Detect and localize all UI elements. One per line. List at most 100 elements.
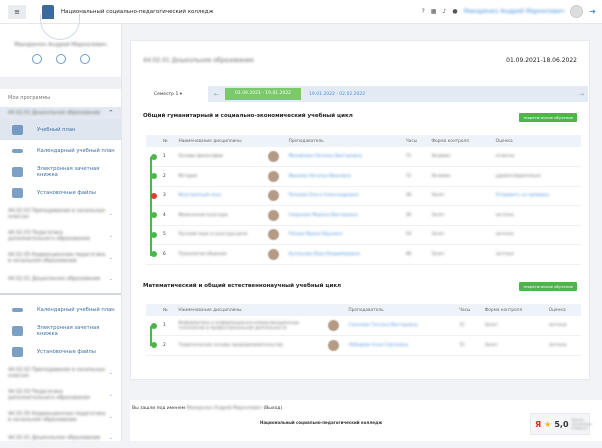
teacher-link[interactable]: Кузнецова Вера Владимировна: [285, 244, 403, 265]
teacher-photo: [268, 170, 280, 182]
chevron-down-icon: ⌄: [108, 370, 113, 376]
sidebar-item-gradebook-2[interactable]: Электронная зачетная книжка: [0, 320, 121, 341]
sidebar-item-curriculum[interactable]: Учебный план: [0, 119, 121, 140]
chevron-down-icon: ⌄: [108, 392, 113, 398]
chevron-up-icon: ^: [108, 110, 113, 116]
hours: 48: [402, 244, 429, 265]
teacher-link[interactable]: Лебедева Анна Сергеевна: [345, 335, 457, 356]
column-header: Часы: [402, 135, 429, 147]
logout-icon[interactable]: ➜: [589, 7, 596, 16]
grade: зачтено: [492, 244, 581, 265]
program-name: 44.02.03 Педагогика дополнительного обра…: [8, 389, 90, 401]
teacher-link[interactable]: Петрова Ольга Александровна: [285, 186, 403, 206]
control-form: Зачет: [428, 225, 493, 245]
teacher-link[interactable]: Смирнова Марина Викторовна: [285, 205, 403, 226]
hours: 36: [402, 205, 429, 226]
column-header: Преподаватель: [345, 304, 457, 316]
row-number: 1: [160, 147, 176, 167]
program-header[interactable]: 44.02.01 Дошкольное образование ^: [0, 107, 121, 119]
calendar-icon[interactable]: ▦: [430, 8, 437, 15]
discipline-name[interactable]: Иностранный язык: [175, 186, 266, 206]
help-icon[interactable]: ?: [421, 8, 425, 15]
period-tab-active[interactable]: 01.09.2021 - 19.01.2022: [225, 88, 302, 100]
grade[interactable]: Отправить на проверку: [492, 186, 581, 206]
program-item[interactable]: 44.02.02 Преподавание в начальных класса…: [0, 203, 121, 225]
footer-user: Макаренко Андрей Маркелович: [186, 406, 262, 411]
program-name: 44.02.03 Педагогика дополнительного обра…: [8, 230, 90, 242]
sidebar-item-label: Учебный план: [37, 126, 76, 133]
yandex-rating-widget[interactable]: Я ★ 5,0 Рейтинг организации в Яндексе: [530, 413, 592, 435]
sidebar-item-files[interactable]: Установочные файлы: [0, 182, 121, 203]
student-icon: [12, 325, 23, 336]
program-item[interactable]: 44.02.05 Коррекционная педагогика в нача…: [0, 406, 121, 428]
column-header: Форма контроля: [428, 135, 493, 147]
discipline-name: Русский язык и культура речи: [175, 225, 266, 245]
sidebar-item-calendar-plan-2[interactable]: Календарный учебный план: [0, 299, 121, 320]
sidebar-item-gradebook[interactable]: Электронная зачетная книжка: [0, 161, 121, 182]
teacher-link[interactable]: Попова Ирина Юрьевна: [285, 225, 403, 245]
footer-college: Национальный социально-педагогический ко…: [260, 420, 383, 425]
column-header: Наименование дисциплины: [175, 304, 326, 316]
logged-as-label: Вы зашли под именем: [132, 406, 186, 411]
period-tab[interactable]: 19.01.2022 - 02.02.2022: [309, 91, 366, 97]
profile-icon[interactable]: [32, 54, 42, 64]
messages-icon[interactable]: [56, 54, 66, 64]
bell-icon[interactable]: ♪: [442, 8, 447, 15]
control-form: Зачет: [428, 186, 493, 206]
play-icon[interactable]: [80, 54, 90, 64]
program-name: 44.02.02 Преподавание в начальных класса…: [8, 367, 106, 379]
row-number: 4: [160, 205, 176, 226]
hours: 72: [456, 316, 482, 336]
teacher-link[interactable]: Михайлова Наталья Викторовна: [285, 147, 403, 167]
teacher-link[interactable]: Иванова Наталья Ивановна: [285, 166, 403, 187]
program-item[interactable]: 44.02.01 Дошкольное образование ⌄: [0, 428, 121, 448]
rating-caption: Рейтинг организации в Яндексе: [571, 418, 592, 430]
table-row: 1 Информатика и информационно-коммуникац…: [146, 316, 581, 346]
column-header: Часы: [456, 304, 482, 316]
hours: 72: [402, 166, 429, 187]
program-item[interactable]: 44.02.05 Коррекционная педагогика в нача…: [0, 247, 121, 269]
teacher-photo: [328, 339, 340, 351]
row-number: 2: [160, 335, 176, 356]
chevron-down-icon: ⌄: [108, 435, 113, 441]
program-name: 44.02.01 Дошкольное образование: [8, 276, 101, 282]
column-header: Оценка: [492, 135, 581, 147]
hours: 54: [402, 225, 429, 245]
grade: зачтено: [545, 335, 581, 356]
menu-button[interactable]: ≡: [8, 4, 26, 19]
logout-link[interactable]: (Выход): [263, 406, 283, 411]
user-name-link[interactable]: Макаренко Андрей Маркелович: [463, 8, 565, 15]
table-row: 2 История Иванова Наталья Ивановна 72 Эк…: [146, 166, 581, 197]
program-name: 44.02.02 Преподавание в начальных класса…: [8, 208, 106, 220]
avatar[interactable]: [570, 5, 584, 18]
college-title: Национальный социально-педагогический ко…: [61, 8, 214, 15]
table-row: 5 Русский язык и культура речи Попова Ир…: [146, 225, 581, 256]
program-item[interactable]: 44.02.02 Преподавание в начальных класса…: [0, 362, 121, 384]
semester-bar: Семестр 1 ▾ ← 01.09.2021 - 19.01.2022 19…: [136, 86, 588, 102]
arrow-left-icon[interactable]: ←: [214, 90, 220, 98]
star-icon: ★: [544, 419, 552, 429]
control-form: Зачет: [481, 316, 546, 336]
program-item[interactable]: 44.02.01 Дошкольное образование ⌄: [0, 269, 121, 289]
teacher-link[interactable]: Соколова Татьяна Викторовна: [345, 316, 457, 336]
program-name: 44.02.01 Дошкольное образование: [8, 110, 101, 116]
rating-value: 5,0: [554, 419, 569, 429]
sidebar-item-calendar-plan[interactable]: Календарный учебный план: [0, 140, 121, 161]
timeline-icon: [12, 148, 23, 153]
teacher-photo: [268, 229, 280, 241]
curriculum-card: 44.02.01 Дошкольное образование 01.09.20…: [130, 40, 590, 380]
program-item[interactable]: 44.02.03 Педагогика дополнительного обра…: [0, 384, 121, 406]
semester-select[interactable]: Семестр 1 ▾: [136, 86, 208, 102]
chat-icon[interactable]: ●: [452, 8, 458, 15]
arrow-right-icon[interactable]: →: [578, 90, 584, 98]
sidebar-item-label: Календарный учебный план: [37, 147, 115, 154]
status-dot: [151, 231, 157, 238]
timeline-icon: [12, 307, 23, 312]
grade: зачтено: [545, 316, 581, 336]
sidebar-item-files-2[interactable]: Установочные файлы: [0, 341, 121, 362]
grade: зачтено: [492, 225, 581, 245]
row-number: 1: [160, 316, 176, 336]
program-item[interactable]: 44.02.03 Педагогика дополнительного обра…: [0, 225, 121, 247]
table-row: 4 Физическая культура Смирнова Марина Ви…: [146, 205, 581, 236]
profile-name: Макаренко Андрей Маркелович: [14, 42, 107, 48]
